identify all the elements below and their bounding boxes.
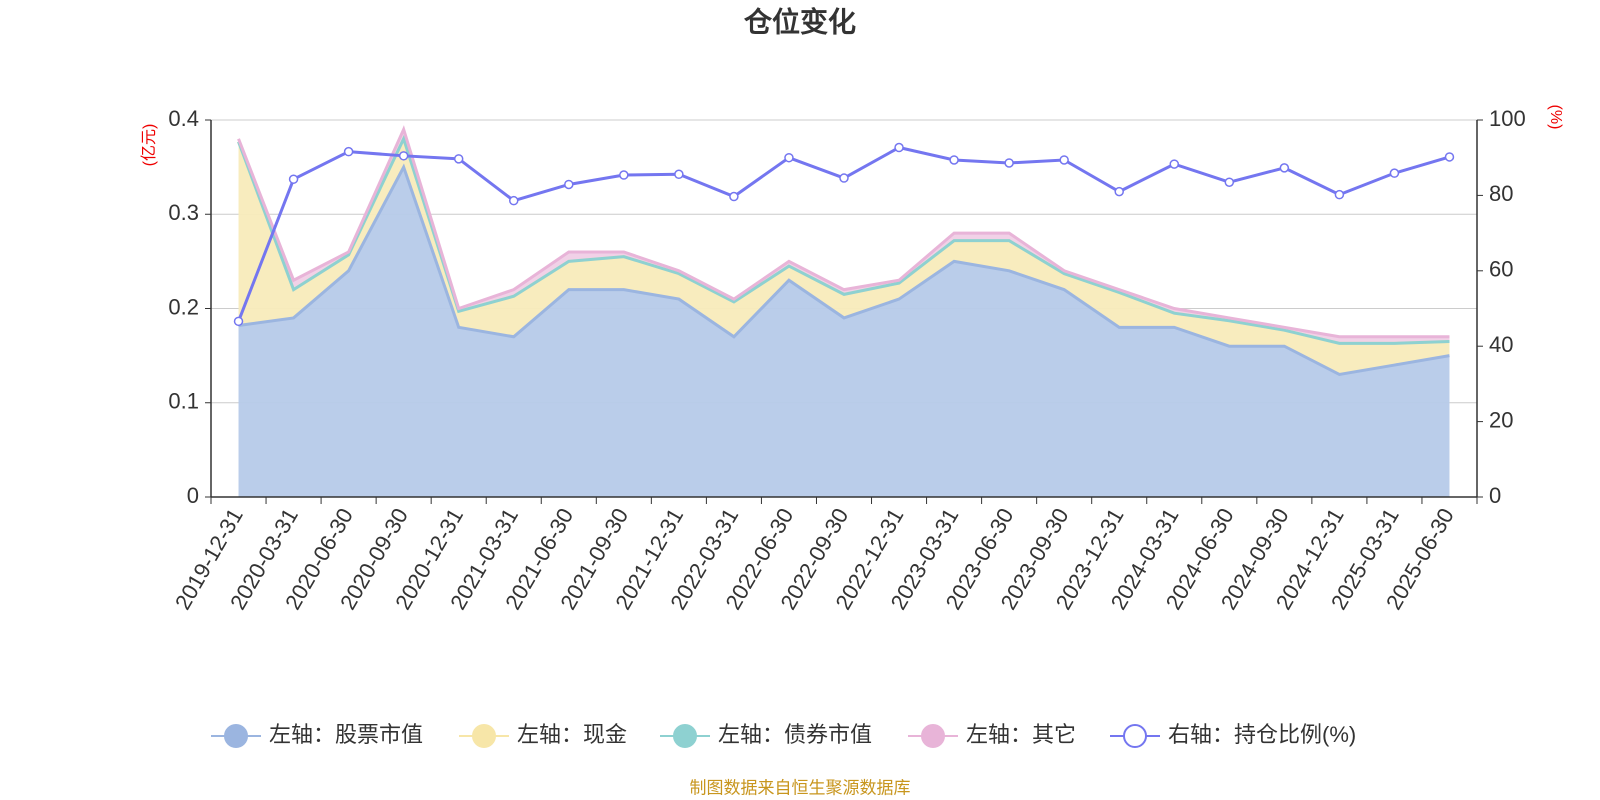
- y-tick-label: 0.1: [168, 389, 199, 414]
- legend-marker: [472, 724, 496, 748]
- ratio-point: [1389, 168, 1400, 178]
- legend-label: 左轴：债券市值: [718, 722, 872, 747]
- ratio-point: [1004, 158, 1014, 168]
- ratio-point: [619, 170, 629, 180]
- ratio-point: [894, 142, 904, 153]
- y-tick-label: 0.3: [168, 200, 199, 225]
- y2-axis-label: (%): [1547, 105, 1564, 130]
- ratio-point: [1114, 186, 1124, 197]
- y-tick-label: 0: [187, 483, 199, 508]
- legend-marker: [921, 724, 945, 748]
- ratio-point: [784, 152, 794, 163]
- y2-tick-label: 100: [1489, 106, 1526, 131]
- y-axis-label: (亿元): [140, 124, 158, 167]
- y2-tick-label: 40: [1489, 332, 1513, 357]
- ratio-point: [1334, 189, 1345, 200]
- legend-label: 左轴：其它: [966, 722, 1076, 747]
- ratio-point: [1279, 163, 1290, 173]
- ratio-point: [729, 191, 739, 202]
- area-fill: [238, 167, 1450, 497]
- ratio-point: [1169, 159, 1180, 169]
- area-line: [237, 125, 1450, 339]
- legend-marker: [673, 724, 697, 748]
- ratio-point: [674, 169, 684, 180]
- y-tick-label: 0.4: [168, 106, 199, 131]
- ratio-point: [508, 195, 519, 206]
- source-note: 制图数据来自恒生聚源数据库: [690, 778, 911, 797]
- ratio-point: [1059, 155, 1069, 165]
- legend-item[interactable]: 左轴：股票市值: [211, 722, 423, 748]
- ratio-point: [233, 316, 244, 327]
- legend-marker: [224, 724, 248, 748]
- legend-item[interactable]: 左轴：债券市值: [660, 722, 872, 748]
- chart-title: 仓位变化: [744, 5, 856, 37]
- legend-item[interactable]: 左轴：现金: [459, 722, 627, 748]
- ratio-point: [288, 174, 299, 184]
- legend-label: 左轴：现金: [517, 722, 627, 747]
- y-tick-label: 0.2: [168, 294, 199, 319]
- ratio-point: [564, 179, 574, 190]
- ratio-point: [398, 151, 409, 161]
- y2-tick-label: 0: [1489, 483, 1501, 508]
- legend-marker: [1123, 724, 1147, 748]
- ratio-point: [343, 146, 354, 157]
- legend-label: 左轴：股票市值: [269, 722, 423, 747]
- y2-tick-label: 80: [1489, 181, 1513, 206]
- ratio-point: [1224, 177, 1235, 187]
- legend-item[interactable]: 左轴：其它: [908, 722, 1076, 748]
- y2-tick-label: 20: [1489, 407, 1513, 432]
- area-line: [238, 163, 1450, 377]
- ratio-point: [453, 154, 464, 164]
- ratio-point: [1444, 152, 1455, 162]
- area-fill: [238, 138, 1450, 375]
- legend-item[interactable]: 右轴：持仓比例(%): [1110, 722, 1356, 748]
- legend-label: 右轴：持仓比例(%): [1168, 722, 1356, 747]
- ratio-point: [949, 155, 959, 165]
- ratio-point: [839, 173, 849, 183]
- y2-tick-label: 60: [1489, 257, 1513, 282]
